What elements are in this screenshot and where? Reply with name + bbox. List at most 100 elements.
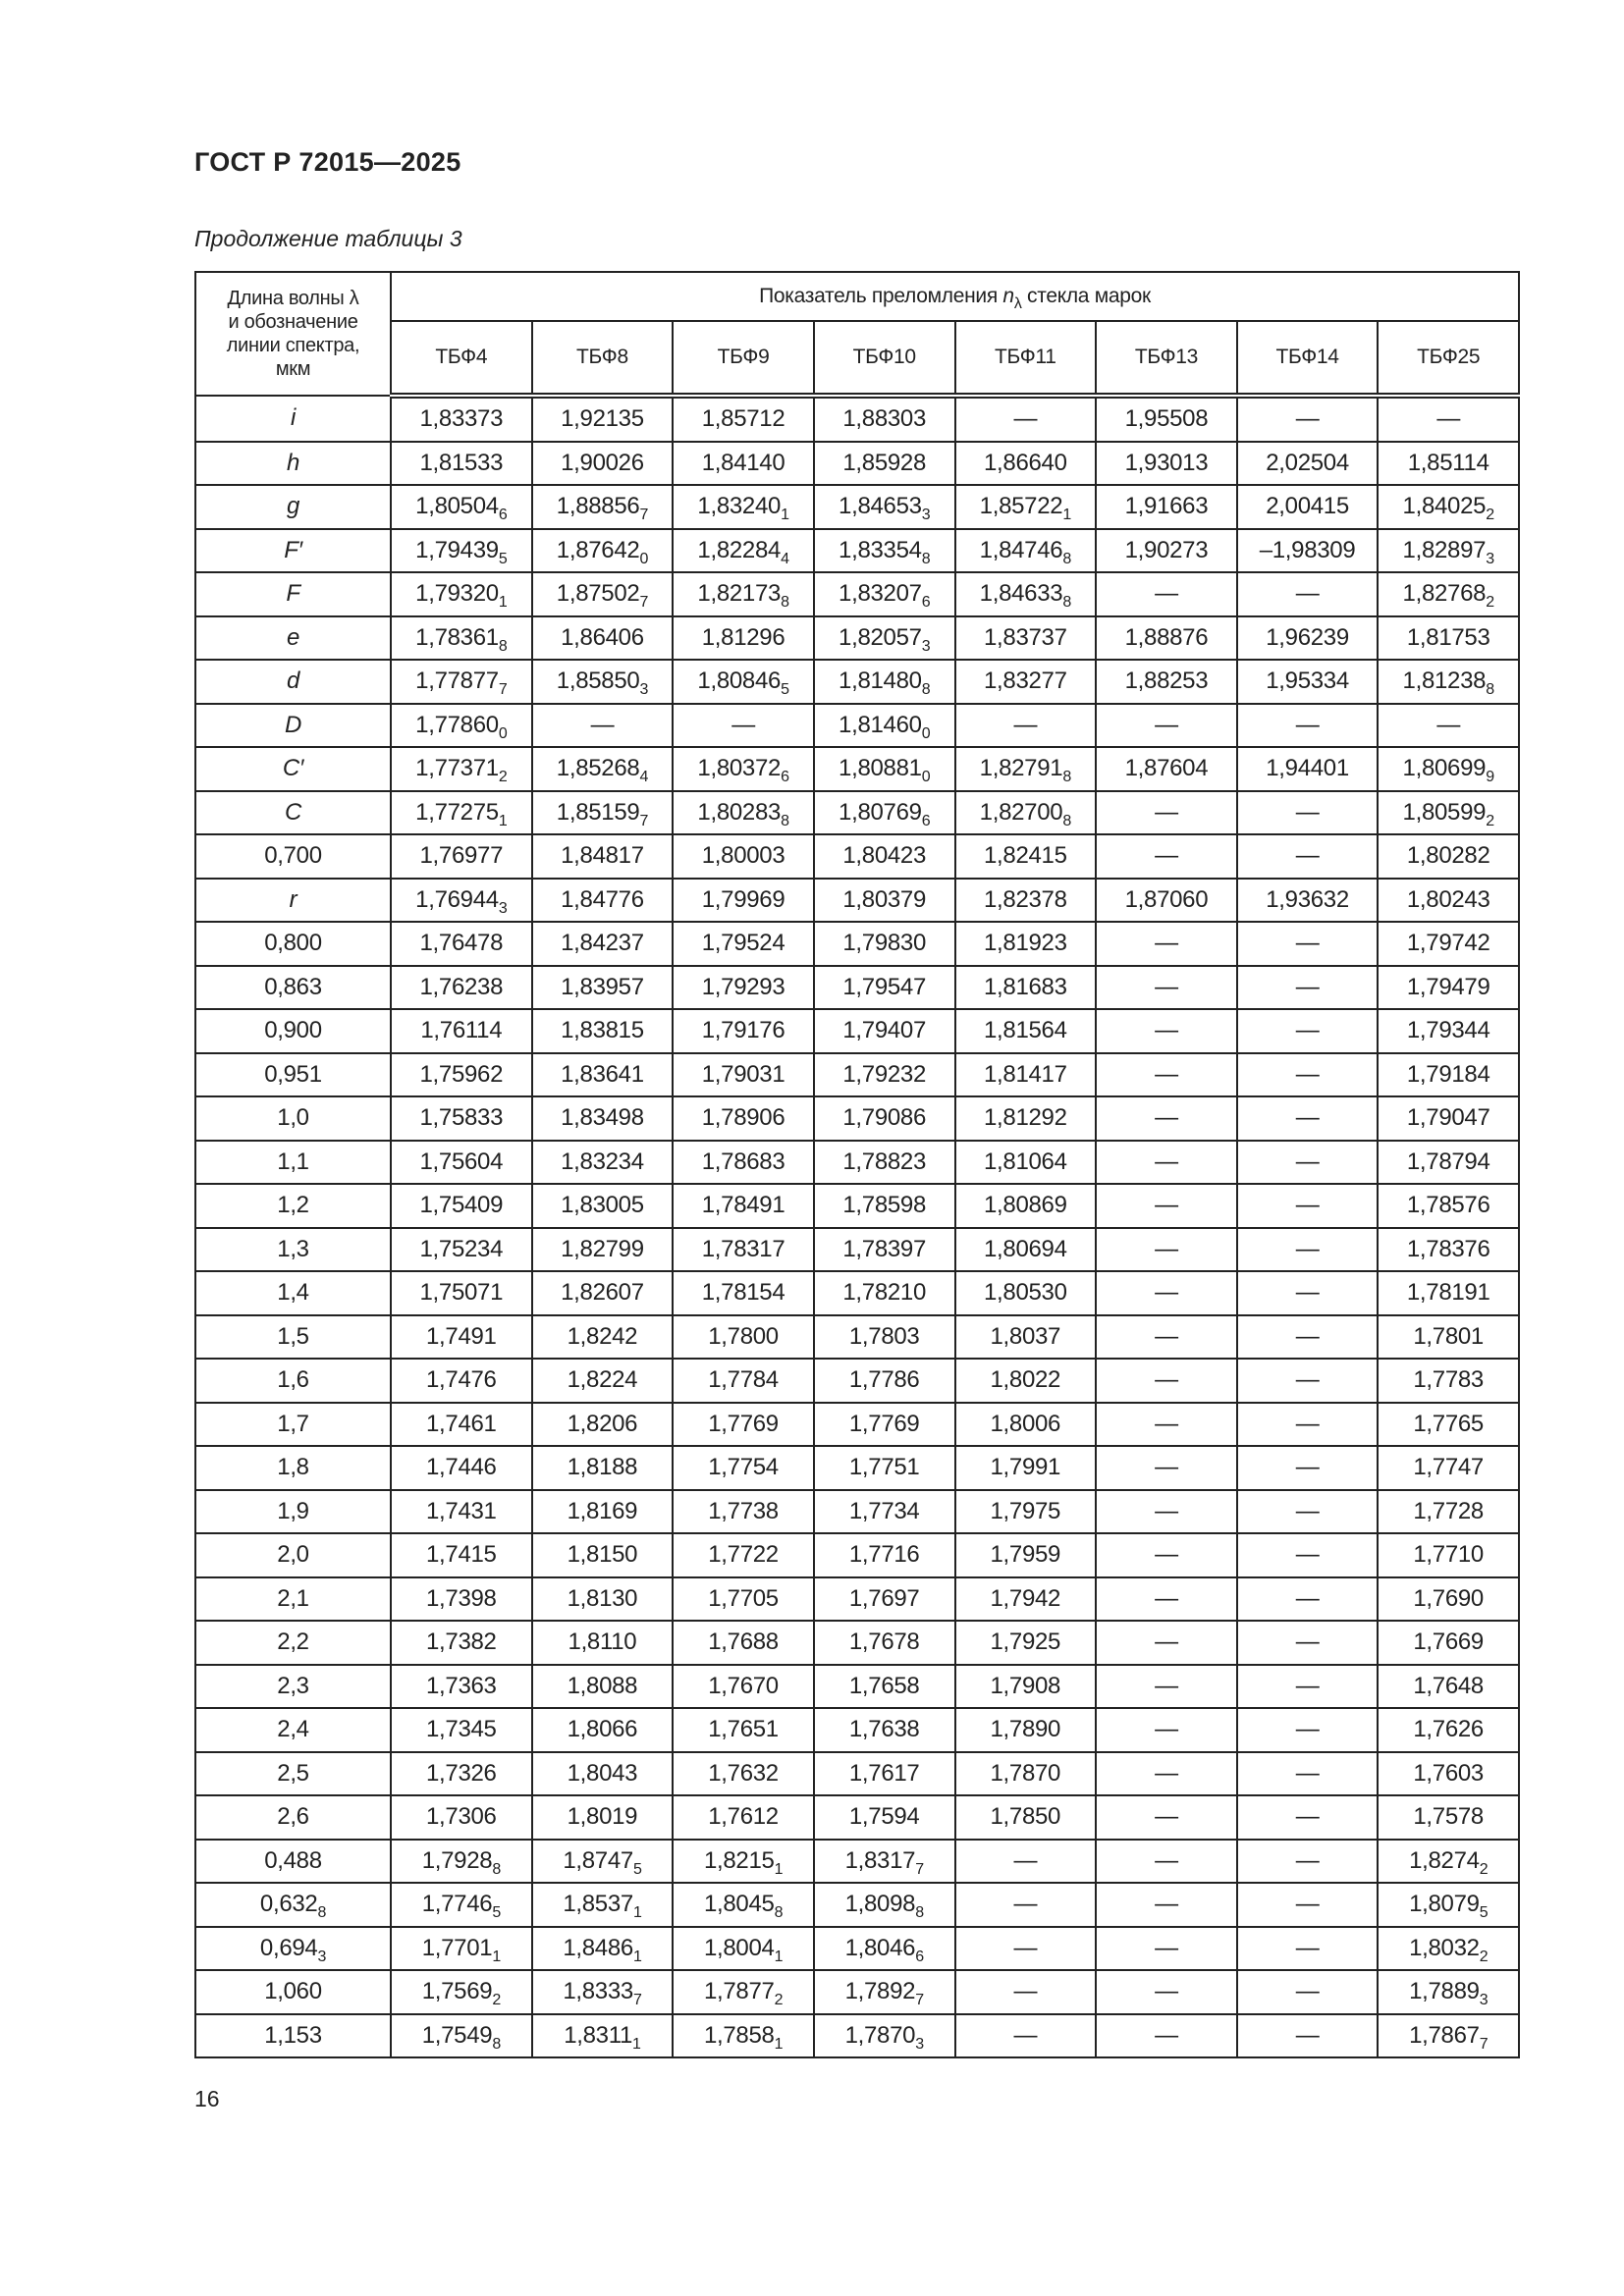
value: 0,488	[264, 1846, 322, 1874]
table-row: 2,1 1,7398 1,8130 1,7705 1,7697 1,7942 — — 1,769…	[194, 1575, 1520, 1622]
value: 0,863	[264, 973, 322, 1000]
table-row: e 1,783618 1,86406 1,81296 1,820573 1,83737 1,…	[194, 614, 1520, 661]
subscript-digit: 1	[632, 1904, 642, 1922]
value: g	[286, 493, 300, 520]
value: 1,83234	[561, 1148, 644, 1175]
cell-ТБФ13: —	[1095, 1095, 1238, 1142]
cell-ТБФ4: 1,7306	[390, 1794, 533, 1841]
column-header-ТБФ14: ТБФ14	[1235, 320, 1380, 399]
value: 2,6	[277, 1803, 309, 1831]
cell-ТБФ9: 1,7688	[672, 1620, 815, 1666]
subscript-digit: 4	[639, 769, 649, 786]
value: —	[1295, 580, 1320, 608]
value: 1,7728	[1413, 1497, 1484, 1524]
value: 1,7858	[703, 2021, 775, 2049]
value: 1,7651	[708, 1716, 779, 1743]
value: —	[1295, 1366, 1320, 1394]
value: —	[1155, 1978, 1178, 2005]
value: 1,6	[277, 1366, 309, 1394]
cell-ТБФ9: 1,78772	[672, 1969, 815, 2015]
cell-ТБФ13: 1,91663	[1095, 484, 1238, 530]
value: 1,75234	[419, 1235, 504, 1262]
value: 1,7	[277, 1410, 309, 1437]
value: 1,7701	[421, 1934, 493, 1961]
value: 1,5	[277, 1322, 309, 1350]
cell-ТБФ9: 1,7632	[672, 1750, 815, 1796]
row-label: C	[194, 789, 392, 835]
value: —	[1436, 711, 1461, 738]
row-label: 2,1	[194, 1575, 392, 1622]
cell-ТБФ11: 1,857221	[953, 484, 1098, 530]
cell-ТБФ10: 1,79407	[812, 1008, 956, 1054]
subscript-digit: 8	[921, 550, 931, 567]
table-row: 0,951 1,75962 1,83641 1,79031 1,79232 1,81417…	[194, 1051, 1520, 1097]
value: 1,76478	[419, 930, 504, 957]
subscript-digit: 8	[774, 1904, 784, 1922]
value: —	[1295, 930, 1320, 957]
row-label: 0,800	[194, 921, 392, 967]
cell-ТБФ10: 1,832076	[812, 571, 956, 617]
subscript-digit: 7	[1479, 2035, 1489, 2053]
cell-ТБФ14: —	[1235, 1750, 1380, 1796]
cell-ТБФ8: 1,83815	[530, 1008, 675, 1054]
cell-ТБФ14: —	[1235, 1488, 1380, 1534]
value: —	[1155, 1410, 1178, 1437]
value: 1,93013	[1124, 449, 1209, 476]
cell-ТБФ4: 1,778600	[390, 702, 533, 748]
subscript-digit: 6	[915, 1948, 924, 1965]
value: 1,77860	[415, 711, 499, 738]
row-label: C′	[194, 746, 392, 792]
value: —	[1295, 1846, 1320, 1874]
cell-ТБФ9: 1,79031	[672, 1051, 815, 1097]
cell-ТБФ9: 1,7769	[672, 1401, 815, 1447]
cell-ТБФ8: 1,83337	[530, 1969, 675, 2015]
value: 1,85114	[1407, 449, 1489, 476]
value: 1,76944	[415, 885, 499, 913]
value: 1,78598	[842, 1192, 927, 1219]
value: 1,77877	[415, 667, 499, 695]
cell-ТБФ25: 1,7626	[1377, 1707, 1520, 1753]
value: —	[1155, 1279, 1178, 1307]
subscript-digit: 8	[781, 812, 789, 829]
row-label: F	[194, 571, 392, 617]
cell-ТБФ9: 1,78154	[672, 1270, 815, 1316]
table-row: F 1,793201 1,875027 1,821738 1,832076 1,84633…	[194, 571, 1520, 617]
value: 1,85268	[556, 755, 640, 782]
column-header-ТБФ10: ТБФ10	[812, 320, 956, 399]
cell-ТБФ13: —	[1095, 1139, 1238, 1185]
cell-ТБФ4: 1,7476	[390, 1358, 533, 1404]
value: 1,8088	[567, 1672, 638, 1699]
cell-ТБФ10: 1,78823	[812, 1139, 956, 1185]
value: 1,96239	[1266, 623, 1349, 651]
cell-ТБФ4: 1,75604	[390, 1139, 533, 1185]
value: 1,7803	[848, 1322, 920, 1350]
cell-ТБФ4: 1,7345	[390, 1707, 533, 1753]
cell-ТБФ11: 1,81564	[953, 1008, 1098, 1054]
table-row: 1,060 1,75692 1,83337 1,78772 1,78927— — —1,78…	[194, 1969, 1520, 2015]
cell-ТБФ11: 1,81417	[953, 1051, 1098, 1097]
cell-ТБФ25: 1,7783	[1377, 1358, 1520, 1404]
cell-ТБФ14: –1,98309	[1235, 527, 1380, 573]
cell-ТБФ13: —	[1095, 1358, 1238, 1404]
value: 1,8045	[703, 1891, 775, 1918]
refractive-index-table: Длина волны λ и обозначение линии спектр…	[194, 271, 1520, 2058]
value: 1,79407	[842, 1017, 927, 1044]
cell-ТБФ9: 1,84140	[672, 440, 815, 486]
value: —	[1295, 1104, 1320, 1132]
value: 1,80372	[697, 755, 782, 782]
cell-ТБФ9: 1,7784	[672, 1358, 815, 1404]
cell-ТБФ14: —	[1235, 1794, 1380, 1841]
cell-ТБФ4: 1,7326	[390, 1750, 533, 1796]
cell-ТБФ11: 1,7942	[953, 1575, 1098, 1622]
cell-ТБФ4: 1,769443	[390, 877, 533, 923]
cell-ТБФ13: —	[1095, 1750, 1238, 1796]
value: 1,7670	[708, 1672, 779, 1699]
value: 1,78683	[701, 1148, 785, 1175]
value: 1,88253	[1124, 667, 1209, 695]
row-label: 0,6943	[194, 1925, 392, 1971]
value: —	[1295, 1322, 1320, 1350]
value: 1,7801	[1413, 1322, 1484, 1350]
table-row: 1,4 1,75071 1,82607 1,78154 1,78210 1,80530 — —…	[194, 1270, 1520, 1316]
value: 1,78491	[701, 1192, 785, 1219]
subscript-digit: 8	[1062, 594, 1071, 612]
